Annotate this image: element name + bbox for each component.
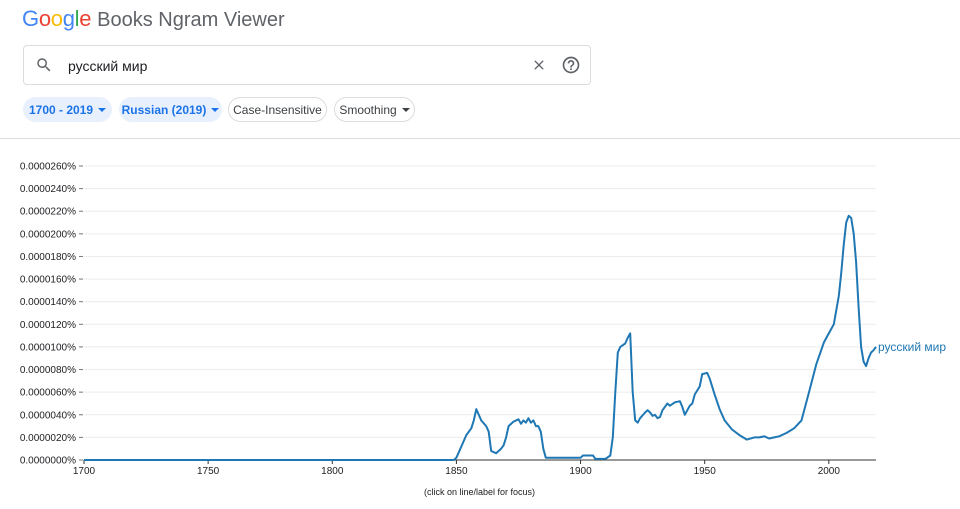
y-tick-label: 0.0000160%	[20, 275, 76, 286]
help-icon[interactable]	[561, 55, 581, 75]
close-icon[interactable]	[531, 57, 547, 73]
chart-caption: (click on line/label for focus)	[424, 487, 536, 497]
y-tick-label: 0.0000140%	[20, 297, 76, 308]
y-tick-label: 0.0000040%	[20, 410, 76, 421]
series-label[interactable]: русский мир	[878, 340, 946, 354]
logo-letter: G	[22, 6, 39, 31]
divider	[0, 138, 960, 139]
y-tick-label: 0.0000240%	[20, 184, 76, 195]
app-header: Google Books Ngram Viewer	[22, 6, 285, 34]
y-tick-label: 0.0000260%	[20, 162, 76, 173]
google-logo[interactable]: Google	[22, 6, 91, 32]
logo-letter: e	[79, 6, 92, 31]
logo-letter: o	[38, 6, 51, 31]
series-line[interactable]	[84, 214, 877, 461]
ngram-chart[interactable]: 0.0000000% 0.0000020% 0.0000040% 0.0000060%…	[0, 140, 960, 485]
y-tick-label: 0.0000020%	[20, 433, 76, 444]
search-box[interactable]	[23, 45, 591, 85]
x-tick-label: 1700	[73, 466, 96, 477]
x-tick-label: 1950	[694, 466, 717, 477]
app-title: Books Ngram Viewer	[97, 9, 285, 31]
y-tick-label: 0.0000100%	[20, 342, 76, 353]
x-tick-label: 2000	[818, 466, 841, 477]
caret-down-icon	[98, 107, 107, 112]
x-tick-label: 1800	[321, 466, 344, 477]
y-tick-label: 0.0000000%	[20, 456, 76, 467]
smoothing-label: Smoothing	[339, 102, 397, 117]
logo-letter: o	[50, 6, 63, 31]
case-insensitive-toggle[interactable]: Case-Insensitive	[228, 97, 327, 122]
caret-down-icon	[211, 107, 220, 112]
search-icon[interactable]	[35, 56, 53, 74]
y-tick-label: 0.0000080%	[20, 365, 76, 376]
x-tick-label: 1850	[445, 466, 468, 477]
corpus-filter[interactable]: Russian (2019)	[119, 97, 222, 122]
y-tick-label: 0.0000120%	[20, 320, 76, 331]
y-tick-label: 0.0000200%	[20, 229, 76, 240]
logo-letter: l	[74, 6, 80, 31]
logo-letter: g	[62, 6, 75, 31]
year-range-label: 1700 - 2019	[28, 102, 94, 117]
caret-down-icon	[401, 107, 410, 112]
search-input[interactable]	[66, 55, 510, 77]
corpus-label: Russian (2019)	[121, 102, 207, 117]
y-tick-label: 0.0000220%	[20, 207, 76, 218]
case-insensitive-label: Case-Insensitive	[233, 102, 322, 117]
y-tick-label: 0.0000060%	[20, 388, 76, 399]
y-tick-label: 0.0000180%	[20, 252, 76, 263]
smoothing-filter[interactable]: Smoothing	[334, 97, 415, 122]
year-range-filter[interactable]: 1700 - 2019	[23, 97, 112, 122]
x-tick-label: 1900	[569, 466, 592, 477]
x-tick-label: 1750	[197, 466, 220, 477]
